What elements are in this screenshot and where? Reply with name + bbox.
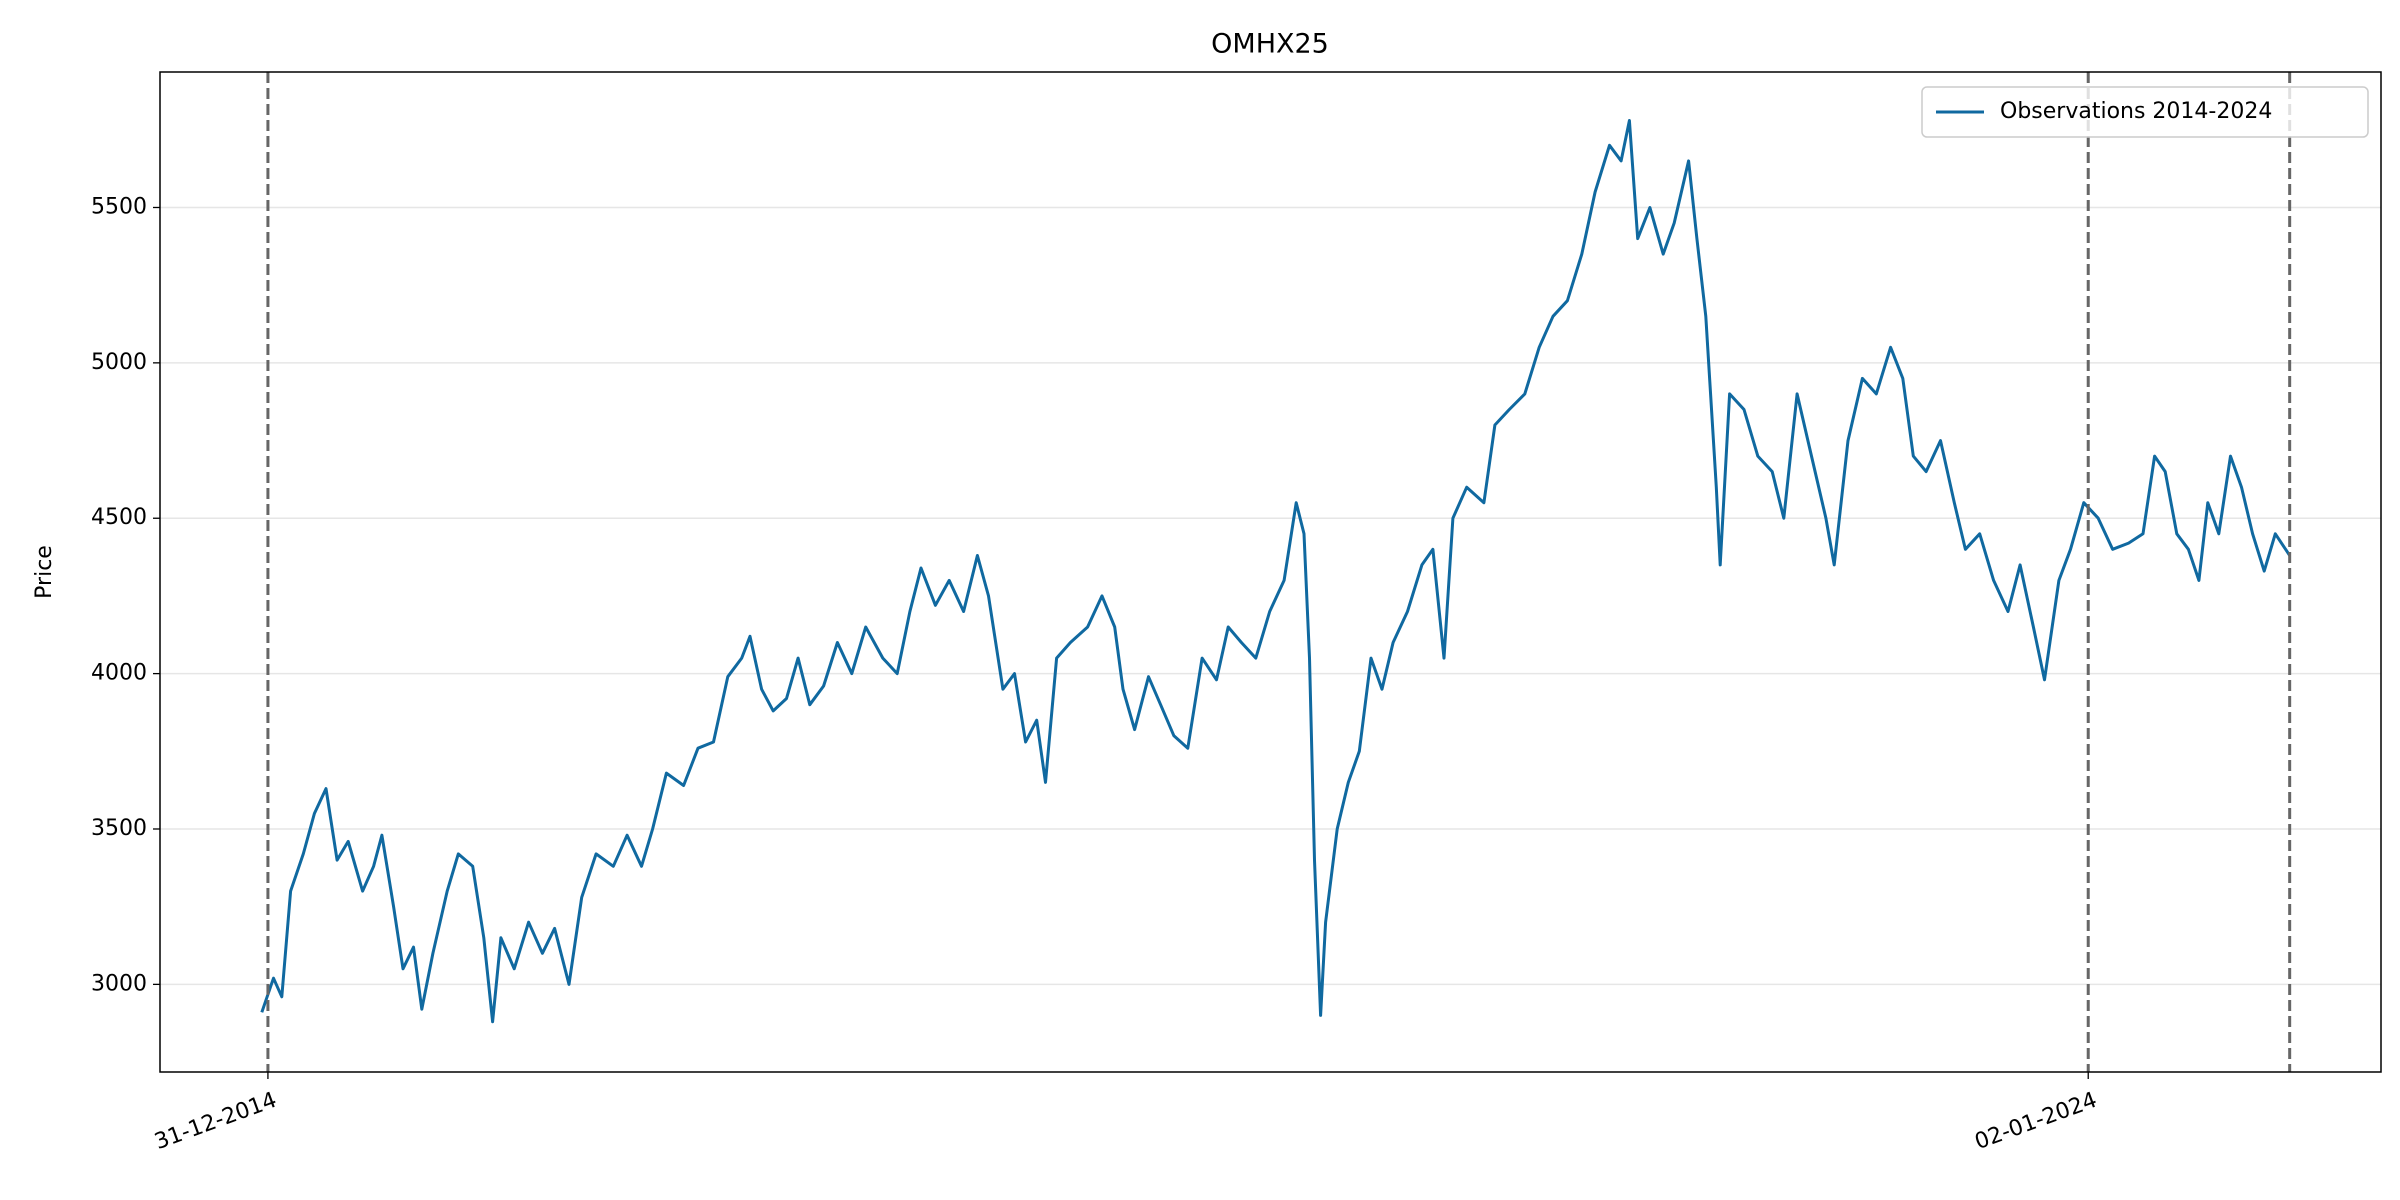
y-tick-label: 3000	[91, 971, 147, 996]
legend-box	[1921, 86, 2369, 138]
series-line	[260, 119, 2291, 1024]
y-axis-label: Price	[32, 545, 57, 599]
legend-label: Observations 2014-2024	[2000, 99, 2272, 124]
y-tick-label: 4500	[91, 505, 147, 530]
chart-title: OMHX25	[1211, 29, 1329, 60]
y-tick-label: 4000	[91, 661, 147, 686]
y-tick-label: 5000	[91, 350, 147, 375]
y-tick-label: 3500	[91, 816, 147, 841]
y-tick-label: 5500	[91, 194, 147, 219]
plot-frame	[159, 71, 2382, 1073]
